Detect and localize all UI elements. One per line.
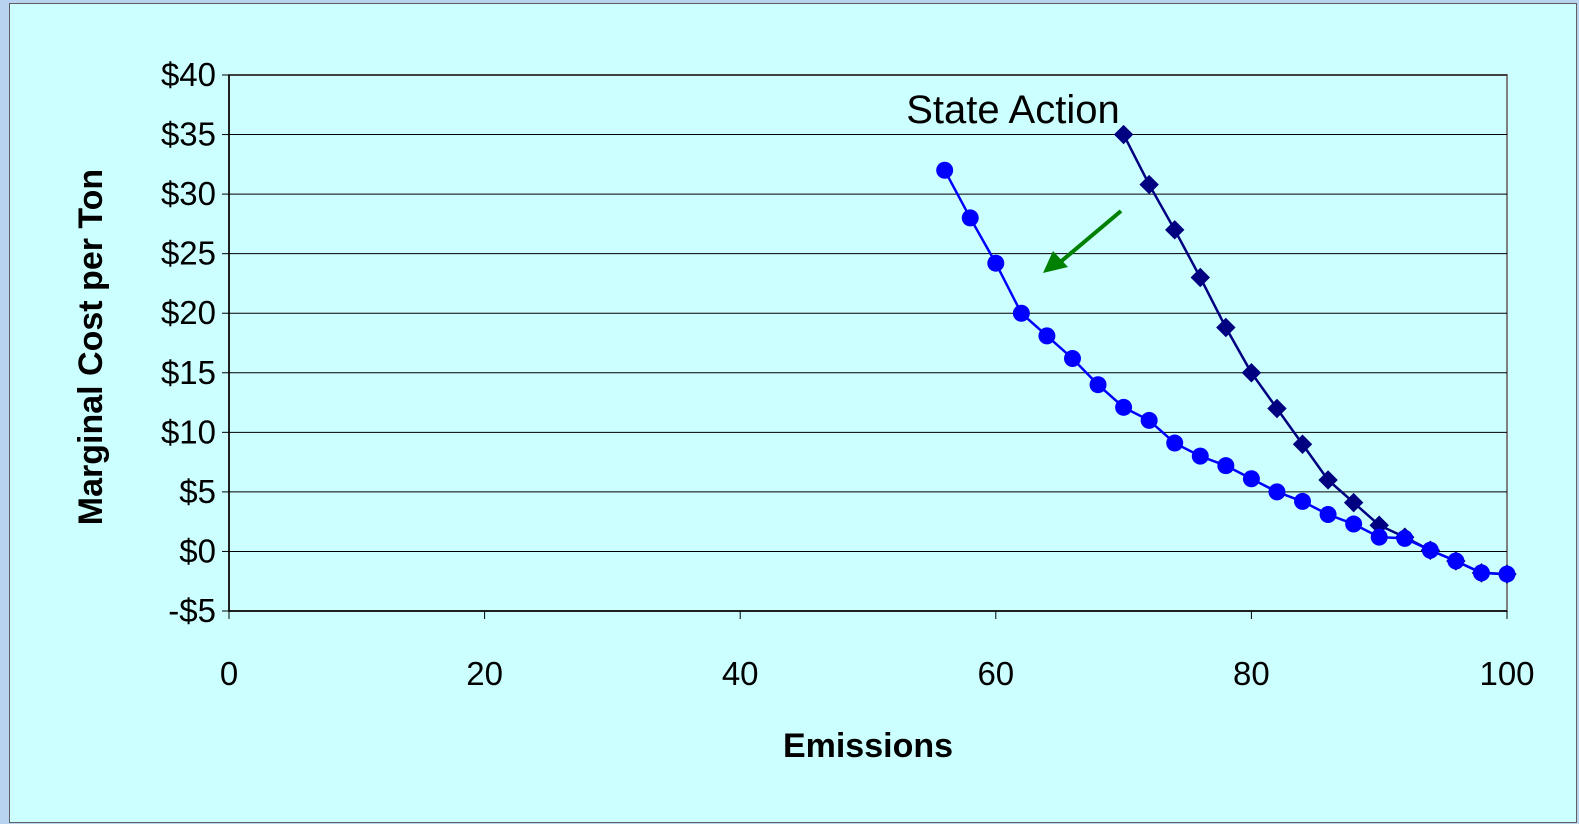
data-point-diamond: [1318, 470, 1338, 490]
data-point-diamond: [1216, 317, 1236, 338]
x-tick-label: 80: [1233, 655, 1270, 692]
y-tick-label: -$5: [168, 592, 216, 629]
data-point-circle: [1217, 457, 1235, 475]
data-point-circle: [1268, 483, 1286, 501]
data-point-circle: [987, 254, 1005, 272]
y-tick-label: $15: [161, 354, 216, 391]
x-tick-label: 20: [466, 655, 503, 692]
x-tick-label: 0: [220, 655, 238, 692]
data-point-circle: [936, 161, 954, 179]
data-point-circle: [1319, 506, 1337, 524]
data-point-circle: [1038, 327, 1056, 345]
x-axis-title: Emissions: [783, 727, 953, 765]
data-point-circle: [1472, 564, 1490, 582]
data-point-diamond: [1292, 434, 1313, 454]
arrow-shaft: [1056, 209, 1123, 266]
arrow-head: [1043, 251, 1068, 273]
y-tick-label: $25: [161, 235, 216, 272]
x-tick-label: 40: [722, 655, 759, 692]
data-point-diamond: [1190, 267, 1210, 288]
data-point-circle: [1191, 447, 1209, 465]
data-point-circle: [1166, 434, 1184, 452]
y-tick-label: $20: [161, 294, 216, 331]
gridlines: [229, 74, 1507, 552]
y-tick-label: $0: [179, 532, 216, 569]
data-point-diamond: [1113, 124, 1134, 145]
data-point-circle: [1063, 349, 1081, 367]
y-tick-label: $40: [161, 56, 216, 93]
series-group: [936, 124, 1517, 584]
chart-frame: -$5 $0 $5 $10 $15 $20 $25 $30 $35 $40 0 20 40 60 80 100…: [9, 3, 1577, 823]
emissions-cost-chart: -$5 $0 $5 $10 $15 $20 $25 $30 $35 $40 0 20 40 60 80 100…: [72, 56, 1535, 765]
y-tick-label: $30: [161, 175, 216, 212]
tick-labels: -$5 $0 $5 $10 $15 $20 $25 $30 $35 $40 0 20 40 60 80 100: [161, 56, 1535, 692]
data-point-diamond: [1241, 363, 1262, 383]
data-point-circle: [1242, 470, 1260, 488]
y-tick-label: $10: [161, 413, 216, 450]
data-point-diamond: [1267, 398, 1287, 419]
data-point-circle: [1421, 541, 1439, 559]
data-point-circle: [1294, 492, 1312, 510]
plot-area: [228, 74, 1508, 612]
y-tick-label: $5: [179, 473, 216, 510]
data-point-circle: [1396, 529, 1414, 547]
data-point-circle: [1370, 528, 1388, 546]
data-point-circle: [1498, 565, 1516, 583]
axes: [222, 74, 1508, 619]
state-action-label: State Action: [906, 88, 1119, 132]
data-point-circle: [1447, 552, 1465, 570]
data-point-diamond: [1165, 220, 1185, 240]
state-action-arrow: [1043, 209, 1123, 273]
y-axis-title: Marginal Cost per Ton: [72, 169, 110, 525]
x-tick-label: 100: [1479, 655, 1534, 692]
data-point-circle: [1089, 376, 1107, 394]
data-point-circle: [1012, 304, 1030, 322]
data-point-circle: [1140, 411, 1158, 429]
x-tick-label: 60: [977, 655, 1014, 692]
data-point-diamond: [1343, 492, 1364, 513]
data-point-circle: [1345, 515, 1363, 533]
data-point-circle: [1115, 398, 1133, 416]
y-tick-label: $35: [161, 116, 216, 153]
data-point-circle: [961, 209, 979, 227]
data-point-diamond: [1139, 174, 1159, 195]
